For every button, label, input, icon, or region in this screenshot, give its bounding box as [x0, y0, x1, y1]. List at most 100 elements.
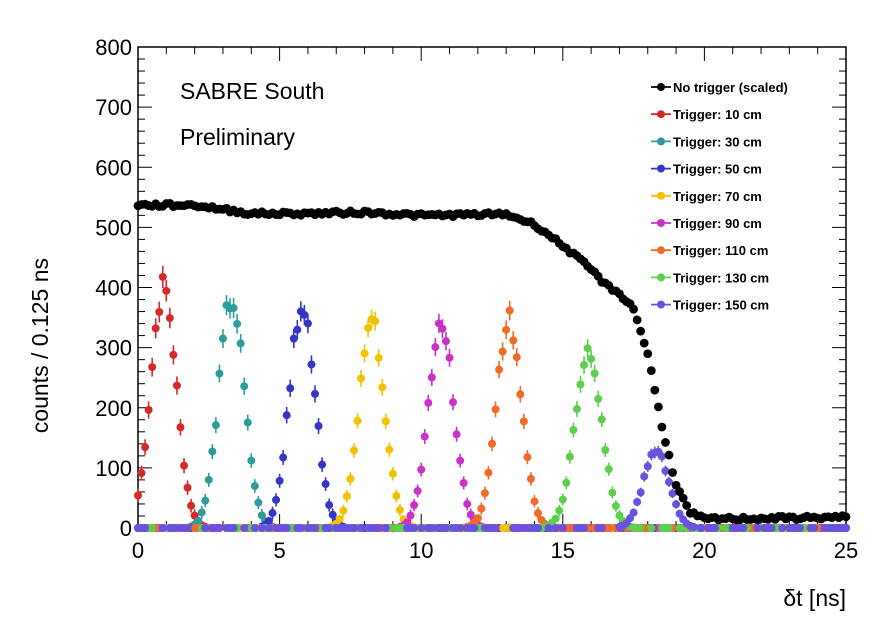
data-point [441, 524, 450, 532]
data-point [194, 516, 203, 525]
data-point [534, 509, 543, 518]
data-point [349, 524, 358, 532]
data-point [643, 462, 652, 471]
y-tick-label: 300 [95, 336, 132, 361]
legend-label-no-trigger-scaled: No trigger (scaled) [673, 80, 788, 95]
x-tick-label: 5 [273, 538, 285, 563]
data-point [325, 524, 334, 532]
data-point [473, 514, 482, 523]
data-point [240, 524, 249, 532]
data-point [417, 524, 426, 532]
legend-marker-no-trigger-scaled [657, 83, 665, 91]
data-point [463, 499, 472, 508]
data-point [842, 524, 850, 532]
data-point [424, 398, 433, 407]
legend-label-trigger-130-cm: Trigger: 130 cm [673, 270, 769, 285]
data-point [176, 423, 185, 432]
data-point [339, 506, 348, 515]
data-point [374, 524, 383, 532]
data-point [441, 337, 450, 346]
data-point [378, 383, 387, 392]
data-point [604, 524, 613, 532]
data-point [470, 524, 479, 532]
legend-marker-trigger-110-cm [657, 246, 665, 255]
legend-label-trigger-150-cm: Trigger: 150 cm [673, 298, 769, 313]
data-point [580, 360, 589, 369]
data-point [410, 524, 419, 532]
data-point [711, 524, 720, 532]
data-point [668, 468, 677, 477]
data-point [137, 469, 146, 478]
data-point [544, 524, 553, 532]
data-point [275, 476, 284, 485]
data-point [134, 491, 142, 500]
data-point [264, 524, 273, 532]
data-point [286, 384, 295, 393]
data-point [633, 497, 642, 506]
data-point [491, 405, 500, 414]
data-point [558, 495, 567, 504]
data-point [678, 493, 688, 503]
data-point [155, 308, 164, 317]
data-point [229, 304, 238, 313]
legend: No trigger (scaled) Trigger: 10 cm Trigger… [651, 80, 788, 313]
data-point [689, 522, 698, 531]
data-point [587, 354, 596, 363]
data-point [696, 524, 705, 532]
data-point [576, 380, 585, 389]
data-point [668, 489, 677, 498]
data-point [565, 524, 574, 532]
data-point [636, 488, 645, 497]
tick-labels: 0 5 10 15 20 25 0 100 200 300 400 500 600 700 800 [95, 35, 858, 563]
data-point [151, 324, 160, 333]
data-point [657, 452, 666, 461]
data-point [392, 491, 401, 500]
data-point [551, 524, 560, 532]
data-point [558, 524, 567, 532]
data-point [314, 421, 323, 430]
data-point [381, 524, 390, 532]
data-point [665, 524, 673, 532]
legend-marker-trigger-70-cm [657, 191, 665, 200]
data-point [636, 326, 646, 336]
data-point [180, 461, 189, 470]
annotation-status: Preliminary [180, 124, 296, 150]
data-point [675, 487, 685, 496]
x-axis-title: δt [ns] [783, 585, 846, 611]
data-point [572, 405, 581, 414]
data-point [639, 338, 649, 348]
y-tick-label: 700 [95, 95, 132, 120]
x-tick-label: 0 [132, 538, 144, 563]
data-point [449, 398, 458, 407]
data-point [661, 438, 670, 447]
data-point [406, 511, 415, 520]
data-point [240, 382, 249, 391]
data-point [268, 509, 277, 518]
data-point [590, 369, 599, 378]
data-point [144, 405, 153, 414]
data-point [303, 319, 312, 328]
data-point [647, 524, 656, 532]
data-point [810, 524, 819, 532]
data-point [208, 447, 217, 456]
data-point [183, 524, 192, 532]
data-point [229, 524, 238, 532]
data-point [158, 272, 167, 281]
data-point [307, 360, 316, 369]
data-point [636, 524, 645, 532]
data-point [388, 469, 397, 478]
data-point [257, 511, 266, 520]
data-point [395, 505, 404, 514]
data-point [204, 475, 213, 484]
data-point [484, 468, 493, 477]
data-point [477, 504, 486, 513]
data-point [732, 524, 741, 532]
data-point [565, 452, 574, 461]
data-point [289, 334, 298, 343]
data-point [495, 365, 504, 374]
data-point [456, 524, 465, 532]
data-point [459, 478, 468, 487]
data-point [371, 317, 380, 326]
data-point [311, 389, 319, 398]
data-point [201, 496, 210, 505]
